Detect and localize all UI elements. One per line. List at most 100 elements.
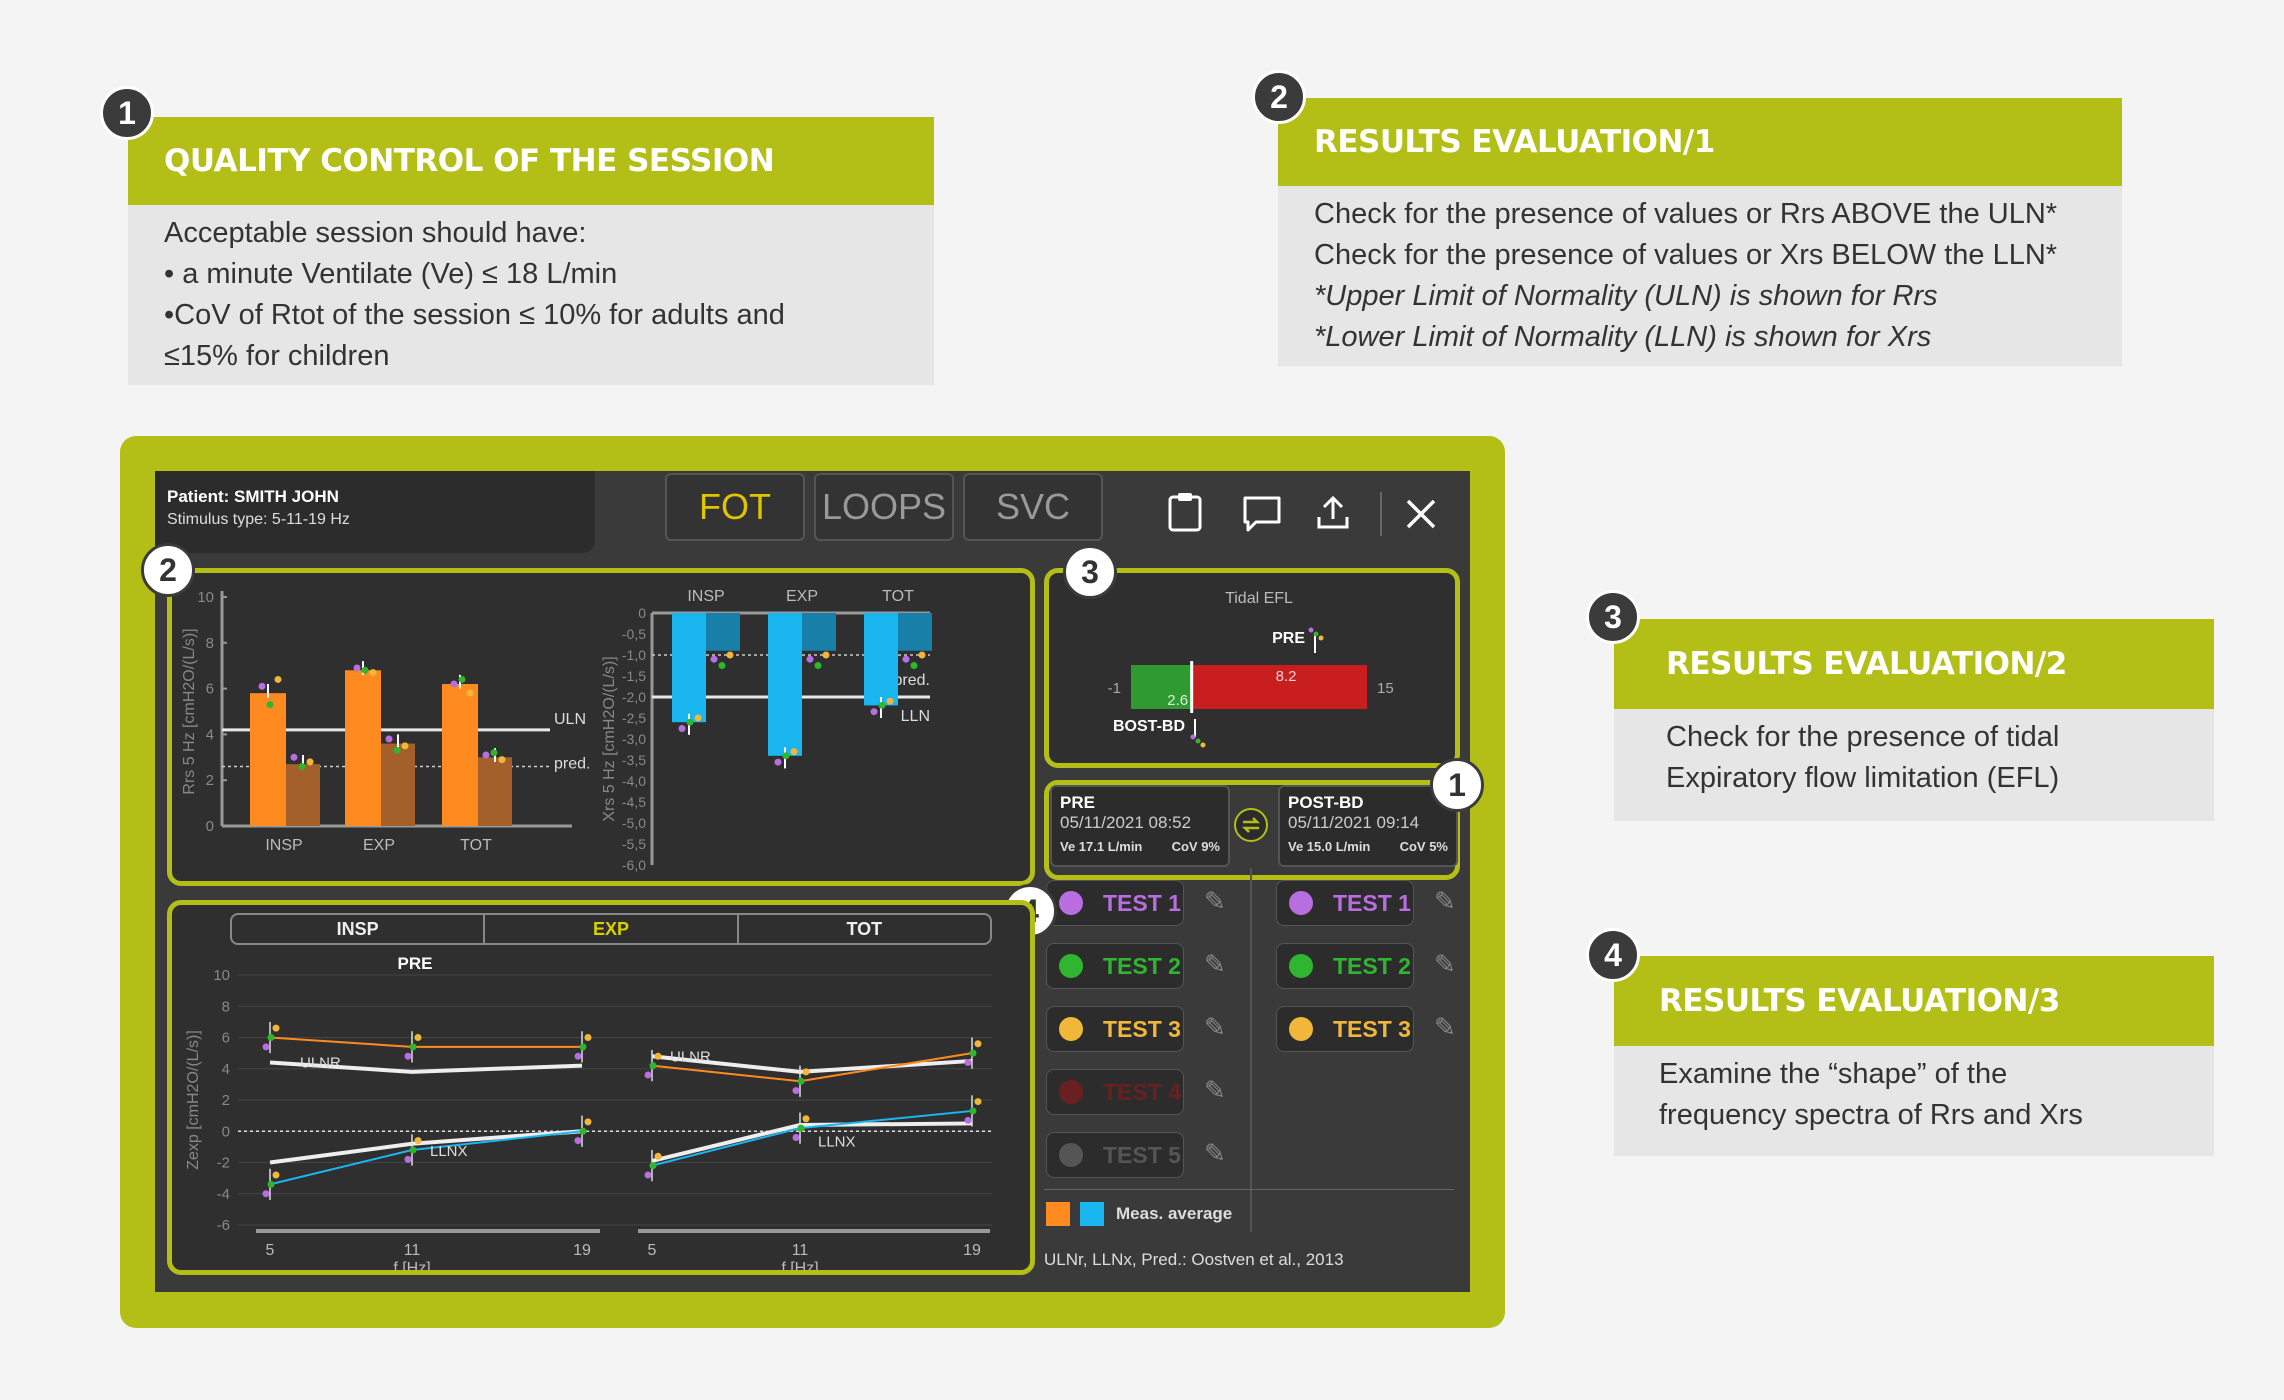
legend-swatch-rrs (1046, 1202, 1070, 1226)
segment-insp[interactable]: INSP (232, 915, 486, 943)
test-point (498, 756, 506, 764)
test-point (458, 675, 466, 683)
x-tick-label: TOT (882, 588, 914, 605)
bar-post (706, 613, 740, 651)
y-tick-label: -2 (217, 1155, 230, 1172)
test-point (409, 1043, 417, 1051)
pencil-icon[interactable]: ✎ (1204, 1138, 1226, 1168)
test-point (686, 718, 694, 726)
y-tick-label: 8 (222, 998, 230, 1015)
callout-line: Check for the presence of values or Rrs … (1314, 198, 2058, 230)
pencil-icon[interactable]: ✎ (1434, 949, 1456, 979)
test-color-dot (1059, 891, 1083, 915)
tidal-efl-panel: Tidal EFL -1 15 8.2 2.6 PRE BOST-BD (1044, 568, 1460, 768)
x-tick-label: EXP (363, 837, 395, 854)
test-color-dot (1289, 1017, 1313, 1041)
upload-icon[interactable] (1316, 495, 1350, 531)
segment-exp[interactable]: EXP (485, 915, 739, 943)
session-ve: Ve 17.1 L/min (1060, 839, 1143, 854)
x-tick-label: INSP (687, 588, 724, 605)
x-tick-label: 5 (648, 1242, 657, 1259)
session-post[interactable]: POST-BD 05/11/2021 09:14 Ve 15.0 L/min Co… (1278, 785, 1458, 867)
pre-test-button[interactable]: TEST 2 (1046, 943, 1184, 989)
comment-icon[interactable] (1242, 495, 1282, 535)
test-point (262, 1043, 270, 1051)
test-point (774, 758, 782, 766)
test-point (574, 1137, 582, 1145)
test-point (654, 1052, 662, 1060)
callout-line: ≤15% for children (164, 340, 390, 372)
pencil-icon[interactable]: ✎ (1204, 886, 1226, 916)
uln-label: ULN (554, 711, 586, 728)
session-pre[interactable]: PRE 05/11/2021 08:52 Ve 17.1 L/min CoV 9% (1050, 785, 1230, 867)
efl-pre-label: PRE (1272, 630, 1305, 647)
test-point (797, 1124, 805, 1132)
panel-badge: 2 (141, 543, 195, 597)
callout-line: Check for the presence of values or Xrs … (1314, 239, 2058, 271)
test-color-dot (1059, 954, 1083, 978)
test-point (802, 1068, 810, 1076)
tests-bottom-rule (1044, 1189, 1454, 1190)
pencil-icon[interactable]: ✎ (1434, 1012, 1456, 1042)
tab-fot[interactable]: FOT (665, 473, 805, 541)
efl-post-value: 2.6 (1167, 692, 1188, 709)
callout-line: *Upper Limit of Normality (ULN) is shown… (1314, 280, 1938, 312)
test-point (258, 682, 266, 690)
test-point (644, 1071, 652, 1079)
test-point (654, 1152, 662, 1160)
test-point (726, 651, 734, 659)
y-axis-label: Zexp [cmH2O/(L/s)] (185, 1030, 202, 1170)
test-point (267, 1034, 275, 1041)
pencil-icon[interactable]: ✎ (1434, 886, 1456, 916)
pencil-icon[interactable]: ✎ (1204, 949, 1226, 979)
callout-line: Acceptable session should have: (164, 217, 587, 249)
close-icon[interactable] (1404, 497, 1438, 531)
test-point (964, 1116, 972, 1124)
callout-line: •CoV of Rtot of the session ≤ 10% for ad… (164, 299, 785, 331)
y-tick-label: 0 (222, 1123, 230, 1140)
pre-test-button[interactable]: TEST 4 (1046, 1069, 1184, 1115)
clipboard-icon[interactable] (1167, 491, 1203, 533)
y-tick-label: -3,5 (622, 752, 646, 768)
y-tick-label: -2,5 (622, 710, 646, 726)
test-point (369, 669, 377, 677)
callout-line: Expiratory flow limitation (EFL) (1666, 762, 2060, 794)
pencil-icon[interactable]: ✎ (1204, 1075, 1226, 1105)
test-point (910, 662, 918, 669)
post-test-button[interactable]: TEST 3 (1276, 1006, 1414, 1052)
test-label: TEST 2 (1103, 952, 1181, 979)
pre-test-button[interactable]: TEST 1 (1046, 880, 1184, 926)
test-point (814, 662, 822, 669)
test-point (1308, 627, 1314, 633)
pencil-icon[interactable]: ✎ (1204, 1012, 1226, 1042)
y-tick-label: -4,5 (622, 794, 646, 810)
y-tick-label: -5,5 (622, 836, 646, 852)
efl-min-label: -1 (1108, 680, 1121, 697)
test-point (466, 689, 474, 697)
test-color-dot (1059, 1017, 1083, 1041)
pre-test-button[interactable]: TEST 3 (1046, 1006, 1184, 1052)
segment-tot[interactable]: TOT (846, 918, 883, 939)
test-color-dot (1059, 1143, 1083, 1167)
tab-svc[interactable]: SVC (963, 473, 1103, 541)
post-test-button[interactable]: TEST 2 (1276, 943, 1414, 989)
test-point (1313, 631, 1319, 637)
test-point (579, 1127, 587, 1135)
post-test-button[interactable]: TEST 1 (1276, 880, 1414, 926)
pre-test-button[interactable]: TEST 5 (1046, 1132, 1184, 1178)
uln-label: ULNR (670, 1048, 711, 1065)
tab-loops[interactable]: LOOPS (814, 473, 954, 541)
x-axis-label: f [Hz] (781, 1260, 818, 1270)
test-point (404, 1155, 412, 1163)
y-tick-label: 8 (206, 635, 214, 652)
test-point (974, 1098, 982, 1106)
test-label: TEST 4 (1103, 1078, 1181, 1105)
test-point (886, 697, 894, 705)
rrs-curve (269, 1036, 582, 1048)
test-point (393, 746, 401, 754)
bar-pre (250, 693, 286, 826)
y-tick-label: 0 (638, 605, 646, 621)
swap-sessions-icon[interactable] (1233, 807, 1269, 843)
y-tick-label: 4 (222, 1061, 230, 1078)
bar-post (802, 613, 836, 651)
